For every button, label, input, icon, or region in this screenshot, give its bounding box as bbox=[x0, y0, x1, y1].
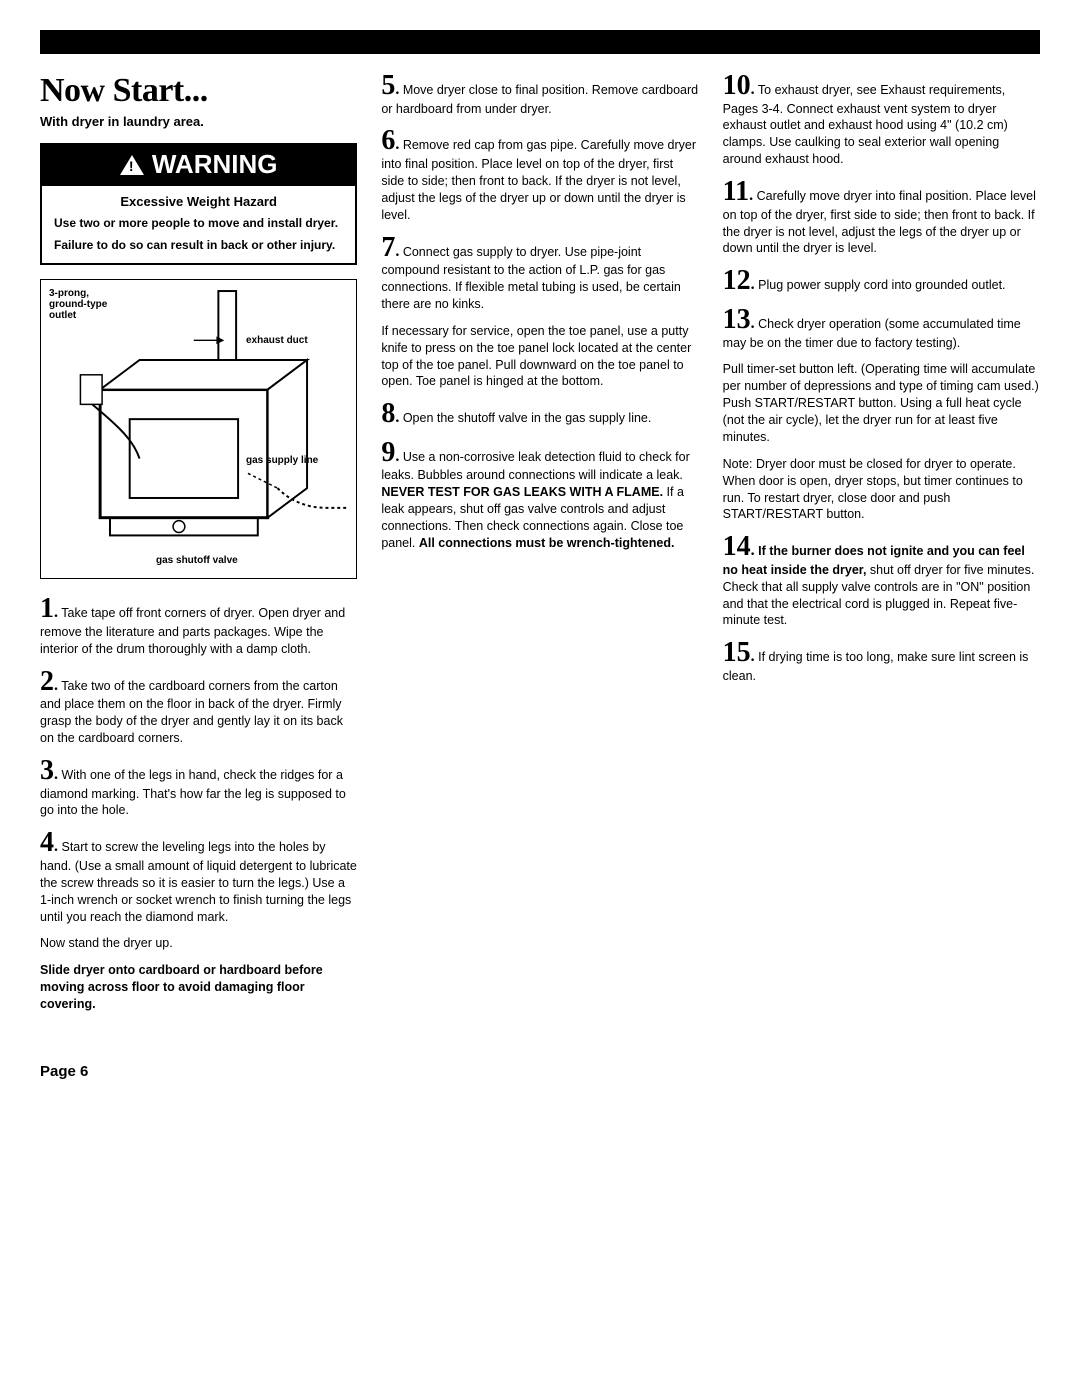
step-7: 7. Connect gas supply to dryer. Use pipe… bbox=[381, 234, 698, 313]
warning-line2: Failure to do so can result in back or o… bbox=[54, 237, 343, 253]
step-text: If drying time is too long, make sure li… bbox=[723, 650, 1029, 683]
step-text: With one of the legs in hand, check the … bbox=[40, 768, 346, 817]
step-number: 7 bbox=[381, 232, 395, 263]
step-4-note2: Slide dryer onto cardboard or hardboard … bbox=[40, 962, 357, 1013]
step-number: 1 bbox=[40, 593, 54, 624]
step-text: To exhaust dryer, see Exhaust requiremen… bbox=[723, 83, 1008, 166]
diagram-label-shutoff: gas shutoff valve bbox=[156, 555, 238, 566]
step-number: 9 bbox=[381, 437, 395, 468]
dryer-diagram: 3-prong, ground-type outlet exhaust duct… bbox=[40, 279, 357, 579]
column-1: Now Start... With dryer in laundry area.… bbox=[40, 72, 357, 1023]
diagram-label-exhaust: exhaust duct bbox=[246, 335, 308, 346]
diagram-label-outlet: 3-prong, ground-type outlet bbox=[49, 288, 119, 321]
step-4: 4. Start to screw the leveling legs into… bbox=[40, 829, 357, 925]
step-13-note1: Pull timer-set button left. (Operating t… bbox=[723, 361, 1040, 445]
warning-line1: Use two or more people to move and insta… bbox=[54, 215, 343, 231]
page-title: Now Start... bbox=[40, 72, 357, 110]
step-number: 5 bbox=[381, 70, 395, 101]
step-number: 14 bbox=[723, 531, 751, 562]
warning-header: WARNING bbox=[42, 145, 355, 186]
step-number: 13 bbox=[723, 304, 751, 335]
step-10: 10. To exhaust dryer, see Exhaust requir… bbox=[723, 72, 1040, 168]
step-14: 14. If the burner does not ignite and yo… bbox=[723, 533, 1040, 629]
step-number: 15 bbox=[723, 637, 751, 668]
step-text: Carefully move dryer into final position… bbox=[723, 189, 1036, 255]
warning-triangle-icon bbox=[120, 155, 144, 175]
warning-box: WARNING Excessive Weight Hazard Use two … bbox=[40, 143, 357, 265]
step-text-a: Use a non-corrosive leak detection fluid… bbox=[381, 450, 689, 483]
step-13: 13. Check dryer operation (some accumula… bbox=[723, 306, 1040, 351]
step-8: 8. Open the shutoff valve in the gas sup… bbox=[381, 400, 698, 429]
content-columns: Now Start... With dryer in laundry area.… bbox=[40, 72, 1040, 1023]
step-text: Remove red cap from gas pipe. Carefully … bbox=[381, 138, 696, 221]
step-text: Open the shutoff valve in the gas supply… bbox=[403, 411, 652, 425]
page-number: Page 6 bbox=[40, 1063, 1040, 1080]
step-4-note1: Now stand the dryer up. bbox=[40, 935, 357, 952]
column-3: 10. To exhaust dryer, see Exhaust requir… bbox=[723, 72, 1040, 1023]
step-number: 4 bbox=[40, 827, 54, 858]
step-number: 10 bbox=[723, 70, 751, 101]
column-2: 5. Move dryer close to final position. R… bbox=[381, 72, 698, 1023]
step-text: Check dryer operation (some accumulated … bbox=[723, 317, 1021, 350]
step-13-note2: Note: Dryer door must be closed for drye… bbox=[723, 456, 1040, 524]
warning-label: WARNING bbox=[152, 149, 278, 180]
step-9: 9. Use a non-corrosive leak detection fl… bbox=[381, 439, 698, 552]
step-number: 2 bbox=[40, 666, 54, 697]
page-subtitle: With dryer in laundry area. bbox=[40, 114, 357, 129]
step-11: 11. Carefully move dryer into final posi… bbox=[723, 178, 1040, 257]
step-number: 6 bbox=[381, 125, 395, 156]
step-number: 12 bbox=[723, 265, 751, 296]
step-text: Move dryer close to final position. Remo… bbox=[381, 83, 698, 116]
diagram-label-gasline: gas supply line bbox=[246, 455, 336, 466]
header-bar bbox=[40, 30, 1040, 54]
step-5: 5. Move dryer close to final position. R… bbox=[381, 72, 698, 117]
step-7-note: If necessary for service, open the toe p… bbox=[381, 323, 698, 391]
step-text: Start to screw the leveling legs into th… bbox=[40, 840, 357, 923]
step-2: 2. Take two of the cardboard corners fro… bbox=[40, 668, 357, 747]
warning-subtitle: Excessive Weight Hazard bbox=[54, 194, 343, 209]
manual-page: Now Start... With dryer in laundry area.… bbox=[0, 0, 1080, 1100]
warning-body: Excessive Weight Hazard Use two or more … bbox=[42, 186, 355, 263]
step-number: 3 bbox=[40, 755, 54, 786]
step-text: Take tape off front corners of dryer. Op… bbox=[40, 606, 345, 655]
step-3: 3. With one of the legs in hand, check t… bbox=[40, 757, 357, 819]
dryer-diagram-svg bbox=[41, 280, 356, 578]
step-text: Connect gas supply to dryer. Use pipe-jo… bbox=[381, 245, 680, 311]
step-6: 6. Remove red cap from gas pipe. Careful… bbox=[381, 127, 698, 223]
step-12: 12. Plug power supply cord into grounded… bbox=[723, 267, 1040, 296]
step-15: 15. If drying time is too long, make sur… bbox=[723, 639, 1040, 684]
step-number: 8 bbox=[381, 398, 395, 429]
step-1: 1. Take tape off front corners of dryer.… bbox=[40, 595, 357, 657]
step-text: Plug power supply cord into grounded out… bbox=[758, 278, 1005, 292]
step-text: Take two of the cardboard corners from t… bbox=[40, 679, 343, 745]
step-text-d: All connections must be wrench-tightened… bbox=[419, 536, 675, 550]
step-text-b: NEVER TEST FOR GAS LEAKS WITH A FLAME. bbox=[381, 485, 663, 499]
step-number: 11 bbox=[723, 176, 749, 207]
